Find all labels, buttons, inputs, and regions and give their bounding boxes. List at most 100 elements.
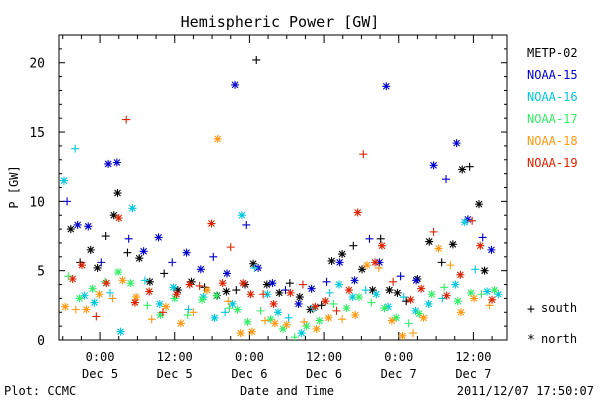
north-point	[406, 295, 415, 304]
north-point	[385, 286, 394, 295]
south-point	[232, 286, 241, 295]
series-noaa-15	[63, 80, 496, 308]
north-point	[102, 279, 111, 288]
legend-entry-noaa-16: NOAA-16	[527, 90, 578, 104]
north-point	[126, 279, 135, 288]
south-point	[209, 252, 218, 261]
north-point	[59, 176, 68, 185]
north-point	[170, 294, 179, 303]
north-point	[203, 286, 212, 295]
north-point	[490, 286, 499, 295]
south-point	[367, 298, 376, 307]
north-point	[266, 315, 275, 324]
north-point	[342, 304, 351, 313]
north-point	[88, 284, 97, 293]
x-tick-time-label: 12:00	[157, 350, 193, 364]
north-point	[113, 189, 122, 198]
north-point	[375, 258, 384, 267]
north-point	[207, 219, 216, 228]
north-point	[90, 298, 99, 307]
north-point	[268, 279, 277, 288]
north-point	[270, 319, 279, 328]
north-point	[377, 241, 386, 250]
north-point	[68, 275, 77, 283]
south-point	[325, 288, 334, 297]
chart-title: Hemispheric Power [GW]	[181, 13, 380, 31]
north-point	[154, 233, 163, 242]
north-point	[73, 220, 82, 229]
series-noaa-16	[59, 144, 503, 338]
south-point	[108, 294, 117, 303]
series-metp-02	[66, 55, 489, 314]
north-point	[315, 316, 324, 325]
south-point	[478, 233, 487, 242]
north-point	[398, 331, 407, 340]
north-marker-label: north	[541, 332, 577, 346]
south-point	[226, 243, 235, 252]
x-tick-date-label: Dec 5	[82, 367, 118, 381]
x-axis: 0:00 Dec 5 12:00 Dec 5 0:00 Dec 6 12:00 Dec 6 0:…	[62, 35, 493, 381]
y-tick-label: 0	[37, 334, 45, 349]
north-point	[363, 261, 371, 270]
north-point	[112, 158, 121, 167]
north-point	[344, 286, 353, 295]
legend-entry-metp-02: METP-02	[527, 46, 578, 60]
north-point	[236, 329, 245, 338]
south-point	[468, 216, 477, 225]
north-point	[80, 291, 89, 300]
x-axis-label: Date and Time	[240, 384, 334, 398]
north-point	[172, 290, 181, 299]
north-point	[338, 250, 347, 259]
x-tick-date-label: Dec 7	[455, 367, 491, 381]
south-point	[256, 306, 265, 315]
north-point	[424, 299, 433, 308]
north-point	[466, 288, 475, 297]
north-point	[135, 254, 144, 263]
north-point	[387, 316, 396, 325]
south-point	[183, 311, 192, 320]
north-point	[104, 159, 113, 168]
north-point	[130, 298, 139, 307]
x-tick-time-label: 0:00	[384, 350, 413, 364]
y-axis-label: P [GW]	[7, 165, 21, 208]
plot-area: 0 5 10 15 20 0:00 Dec 5 12:00 Dec 5 0:00 Dec 6 12:…	[29, 34, 508, 381]
north-point	[132, 293, 141, 302]
y-tick-label: 5	[37, 265, 45, 280]
north-point	[223, 269, 231, 278]
south-point	[298, 280, 307, 289]
north-point	[269, 299, 278, 308]
north-point	[442, 291, 451, 300]
x-tick-time-label: 0:00	[235, 350, 264, 364]
south-point	[221, 308, 230, 317]
north-point	[307, 284, 316, 293]
legend-entry-noaa-15: NOAA-15	[527, 68, 578, 82]
south-point	[359, 150, 368, 159]
north-point	[294, 299, 303, 308]
north-point	[456, 308, 465, 317]
north-point	[169, 283, 178, 292]
south-point	[64, 272, 73, 281]
north-point	[451, 280, 460, 289]
south-point	[250, 263, 259, 272]
south-point	[71, 144, 80, 153]
north-point	[114, 268, 123, 277]
series-noaa-19	[68, 115, 497, 321]
south-point	[285, 279, 294, 288]
south-point	[409, 329, 418, 338]
north-point	[228, 299, 237, 308]
south-point	[440, 283, 449, 292]
south-point	[252, 55, 261, 64]
north-point	[118, 276, 127, 285]
north-point	[66, 225, 75, 234]
north-point	[78, 261, 87, 270]
north-point	[243, 317, 252, 326]
north-point	[156, 311, 165, 320]
south-point	[317, 301, 326, 310]
north-point	[393, 288, 402, 297]
north-point	[231, 80, 240, 89]
series-noaa-18	[61, 134, 494, 340]
north-point	[475, 200, 483, 209]
north-point	[82, 305, 91, 314]
north-point	[162, 302, 171, 311]
south-point	[225, 304, 234, 313]
